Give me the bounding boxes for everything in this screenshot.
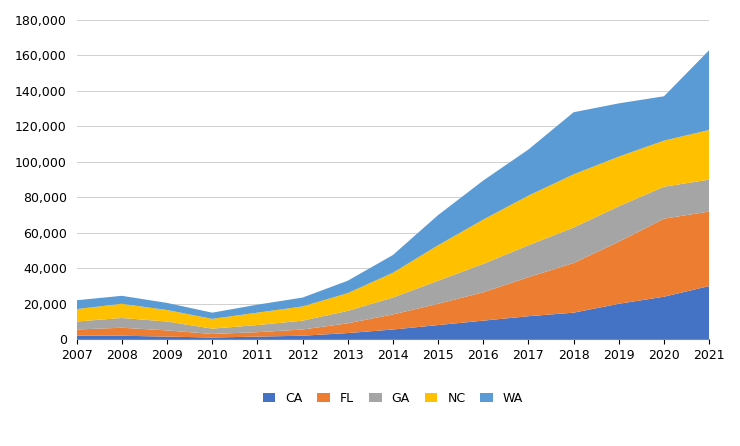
Legend: CA, FL, GA, NC, WA: CA, FL, GA, NC, WA: [258, 387, 528, 410]
